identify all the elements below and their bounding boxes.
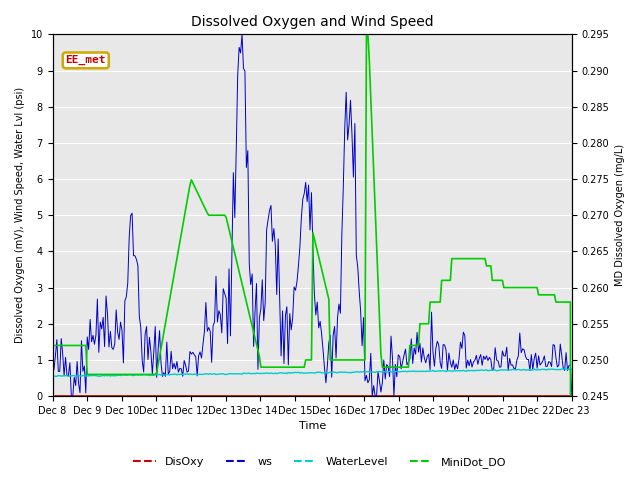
Text: EE_met: EE_met	[65, 55, 106, 65]
Y-axis label: MD Dissolved Oxygen (mg/L): MD Dissolved Oxygen (mg/L)	[615, 144, 625, 286]
X-axis label: Time: Time	[299, 421, 326, 432]
Legend: DisOxy, ws, WaterLevel, MiniDot_DO: DisOxy, ws, WaterLevel, MiniDot_DO	[129, 452, 511, 472]
Title: Dissolved Oxygen and Wind Speed: Dissolved Oxygen and Wind Speed	[191, 15, 433, 29]
Y-axis label: Dissolved Oxygen (mV), Wind Speed, Water Lvl (psi): Dissolved Oxygen (mV), Wind Speed, Water…	[15, 87, 25, 343]
